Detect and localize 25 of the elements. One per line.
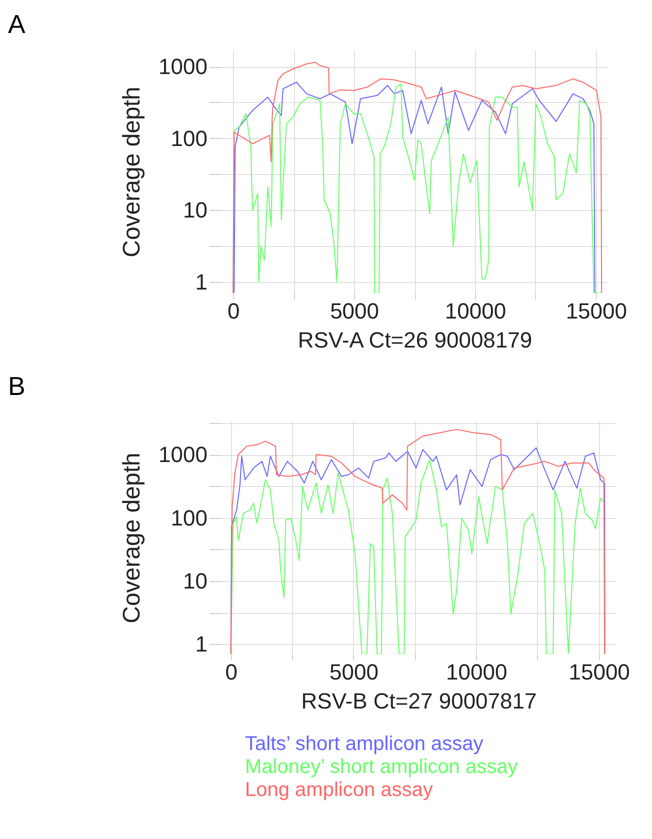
y-tick-label: 100 bbox=[170, 126, 208, 151]
chart-title: B bbox=[8, 370, 26, 401]
y-tick-label: 1000 bbox=[158, 442, 208, 468]
y-tick-label: 1000 bbox=[158, 54, 208, 80]
x-tick-label: 15000 bbox=[566, 298, 627, 324]
text: Maloney’ short amplicon assay bbox=[245, 756, 518, 778]
x-tick-label: 15000 bbox=[568, 660, 630, 684]
text: Talts’ short amplicon assay bbox=[245, 733, 484, 755]
x-tick-label: 10000 bbox=[446, 660, 508, 684]
y-tick-label: 1 bbox=[195, 632, 208, 657]
x-tick-label: 10000 bbox=[444, 298, 506, 324]
y-tick-label: 1 bbox=[195, 269, 208, 294]
y-tick-label: 100 bbox=[170, 505, 208, 530]
y-tick-label: 10 bbox=[183, 198, 208, 223]
text: Long amplicon assay bbox=[245, 779, 433, 801]
chart-title: A bbox=[8, 9, 26, 39]
y-axis-title: Coverage depth bbox=[118, 452, 146, 624]
x-axis-title: RSV-A Ct=26 90008179 bbox=[298, 328, 532, 352]
x-tick-label: 0 bbox=[225, 660, 238, 684]
y-tick-label: 10 bbox=[183, 568, 208, 594]
x-tick-label: 5000 bbox=[330, 660, 378, 684]
x-tick-label: 5000 bbox=[330, 298, 380, 324]
x-tick-label: 0 bbox=[227, 298, 240, 324]
x-axis-title: RSV-B Ct=27 90007817 bbox=[301, 688, 537, 714]
y-axis-title: Coverage depth bbox=[118, 86, 146, 258]
